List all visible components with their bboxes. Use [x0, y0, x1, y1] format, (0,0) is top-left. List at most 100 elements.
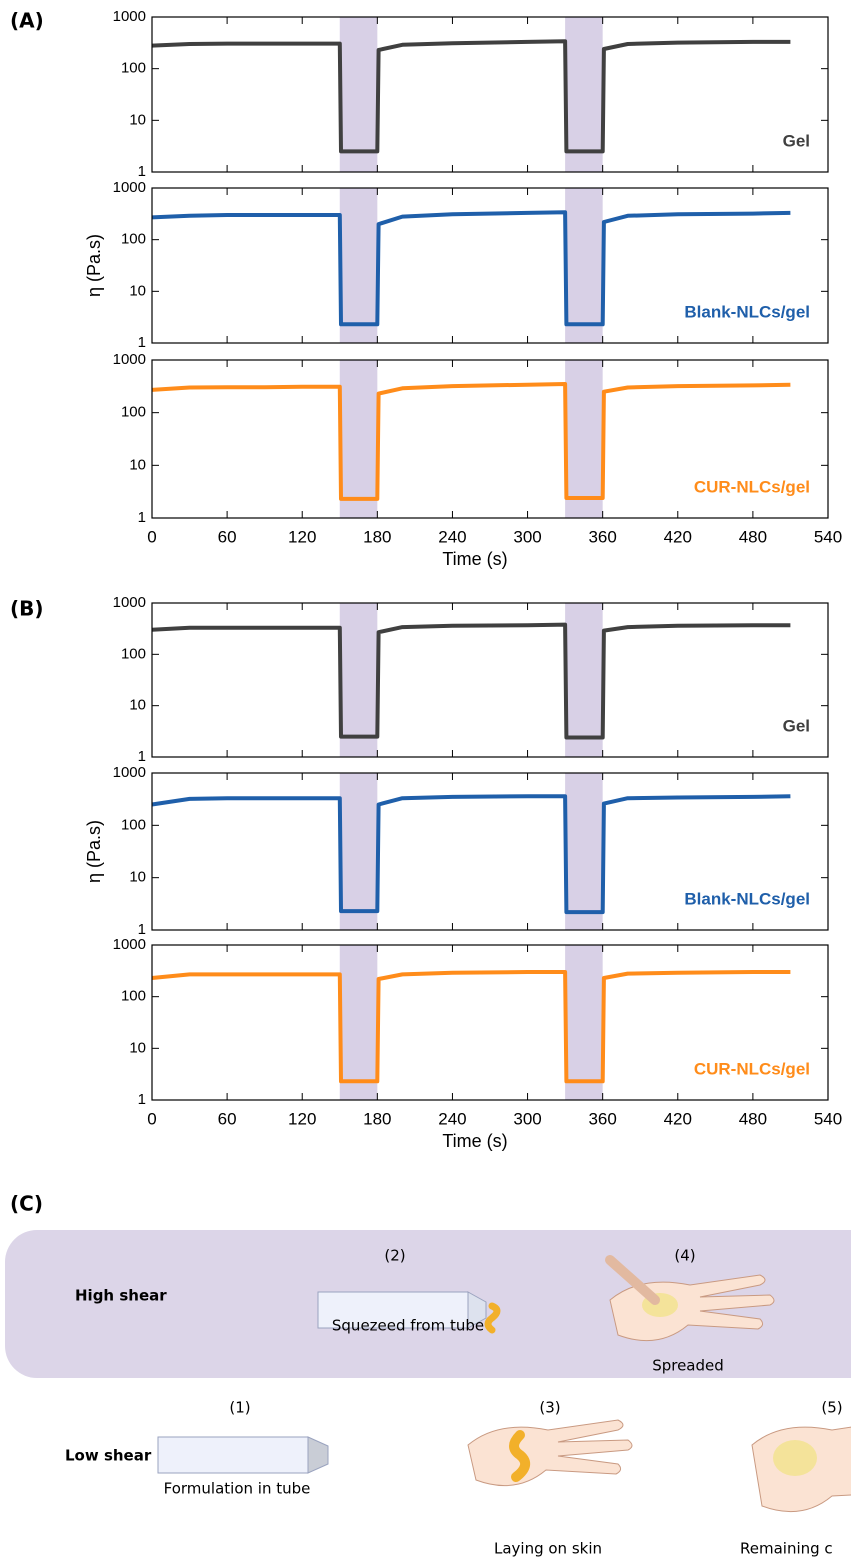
panel-label: (A)	[10, 9, 44, 33]
formulation	[509, 1430, 531, 1482]
y-tick-label: 1000	[113, 936, 146, 953]
x-tick-label: 540	[814, 527, 842, 546]
shear-region	[565, 188, 603, 343]
x-tick-label: 360	[588, 527, 616, 546]
series-line	[151, 794, 791, 915]
panel-label: (B)	[10, 597, 44, 621]
y-tick-label: 1000	[113, 764, 146, 781]
y-tick-label: 100	[121, 645, 146, 662]
y-tick-label: 10	[129, 697, 146, 714]
x-tick-label: 420	[664, 1109, 692, 1128]
x-tick-label: 0	[147, 1109, 156, 1128]
y-tick-label: 1	[138, 163, 146, 180]
shear-region	[565, 773, 603, 930]
shear-region	[565, 603, 603, 757]
shear-region	[339, 360, 378, 518]
y-tick-label: 1	[138, 509, 146, 526]
y-tick-label: 1000	[113, 179, 146, 196]
tube-cap	[467, 1291, 487, 1329]
series-label: CUR-NLCs/gel	[694, 477, 810, 496]
x-tick-label: 300	[513, 527, 541, 546]
y-tick-label: 100	[121, 988, 146, 1005]
x-tick-label: 120	[288, 1109, 316, 1128]
x-tick-label: 60	[218, 1109, 237, 1128]
shear-region	[339, 17, 378, 172]
step-caption: Formulation in tube	[164, 1480, 311, 1498]
y-tick-label: 1	[138, 334, 146, 351]
series-label: Blank-NLCs/gel	[684, 302, 810, 321]
series-line	[151, 210, 791, 327]
y-tick-label: 100	[121, 404, 146, 421]
y-tick-label: 1	[138, 1091, 146, 1108]
y-tick-label: 10	[129, 456, 146, 473]
series-label: CUR-NLCs/gel	[694, 1059, 810, 1078]
shear-region	[339, 773, 378, 930]
x-tick-label: 480	[739, 527, 767, 546]
plot-frame	[151, 602, 829, 758]
x-axis-label: Time (s)	[442, 1131, 507, 1151]
x-axis-label: Time (s)	[442, 549, 507, 569]
y-tick-label: 1	[138, 921, 146, 938]
series-label: Gel	[783, 716, 810, 735]
series-label: Gel	[783, 131, 810, 150]
panel-label: (C)	[10, 1192, 43, 1216]
y-axis-label: η (Pa.s)	[84, 234, 104, 297]
y-tick-label: 10	[129, 869, 146, 886]
y-tick-label: 100	[121, 816, 146, 833]
x-tick-label: 180	[363, 527, 391, 546]
y-tick-label: 100	[121, 60, 146, 77]
shear-region	[339, 603, 378, 757]
x-tick-label: 180	[363, 1109, 391, 1128]
x-tick-label: 540	[814, 1109, 842, 1128]
shear-region	[565, 360, 603, 518]
shear-region	[339, 945, 378, 1100]
y-tick-label: 10	[129, 111, 146, 128]
step-number: (4)	[674, 1247, 695, 1265]
formulation	[773, 1440, 817, 1476]
x-tick-label: 240	[438, 1109, 466, 1128]
tube-cap	[307, 1436, 329, 1474]
x-tick-label: 120	[288, 527, 316, 546]
plot-frame	[151, 944, 829, 1101]
y-tick-label: 1000	[113, 594, 146, 611]
plot-frame	[151, 187, 829, 344]
step-number: (1)	[229, 1399, 250, 1417]
x-tick-label: 480	[739, 1109, 767, 1128]
hand	[467, 1419, 633, 1487]
x-tick-label: 360	[588, 1109, 616, 1128]
y-tick-label: 1	[138, 748, 146, 765]
x-tick-label: 0	[147, 527, 156, 546]
plot-frame	[151, 772, 829, 931]
step-number: (5)	[821, 1399, 842, 1417]
x-tick-label: 60	[218, 527, 237, 546]
series-line	[151, 970, 791, 1084]
plot-frame	[151, 16, 829, 173]
series-line	[151, 39, 791, 154]
y-tick-label: 100	[121, 231, 146, 248]
shear-region	[565, 945, 603, 1100]
tube	[157, 1436, 309, 1474]
row-label: Low shear	[65, 1447, 152, 1465]
step-caption: Squezeed from tube	[332, 1317, 484, 1335]
shear-region	[339, 188, 378, 343]
y-tick-label: 1000	[113, 8, 146, 25]
step-number: (3)	[539, 1399, 560, 1417]
plot-frame	[151, 359, 829, 519]
y-tick-label: 1000	[113, 351, 146, 368]
step-caption: Laying on skin	[494, 1540, 602, 1558]
y-axis-label: η (Pa.s)	[84, 820, 104, 883]
y-tick-label: 10	[129, 1039, 146, 1056]
row-label: High shear	[75, 1287, 167, 1305]
formulation	[484, 1302, 501, 1334]
step-number: (2)	[384, 1247, 405, 1265]
shear-region	[565, 17, 603, 172]
series-line	[151, 382, 791, 501]
series-label: Blank-NLCs/gel	[684, 889, 810, 908]
x-tick-label: 240	[438, 527, 466, 546]
finger	[605, 1255, 660, 1305]
step-caption: Remaining c	[740, 1540, 833, 1558]
x-tick-label: 300	[513, 1109, 541, 1128]
series-line	[151, 622, 791, 740]
step-caption: Spreaded	[652, 1357, 724, 1375]
